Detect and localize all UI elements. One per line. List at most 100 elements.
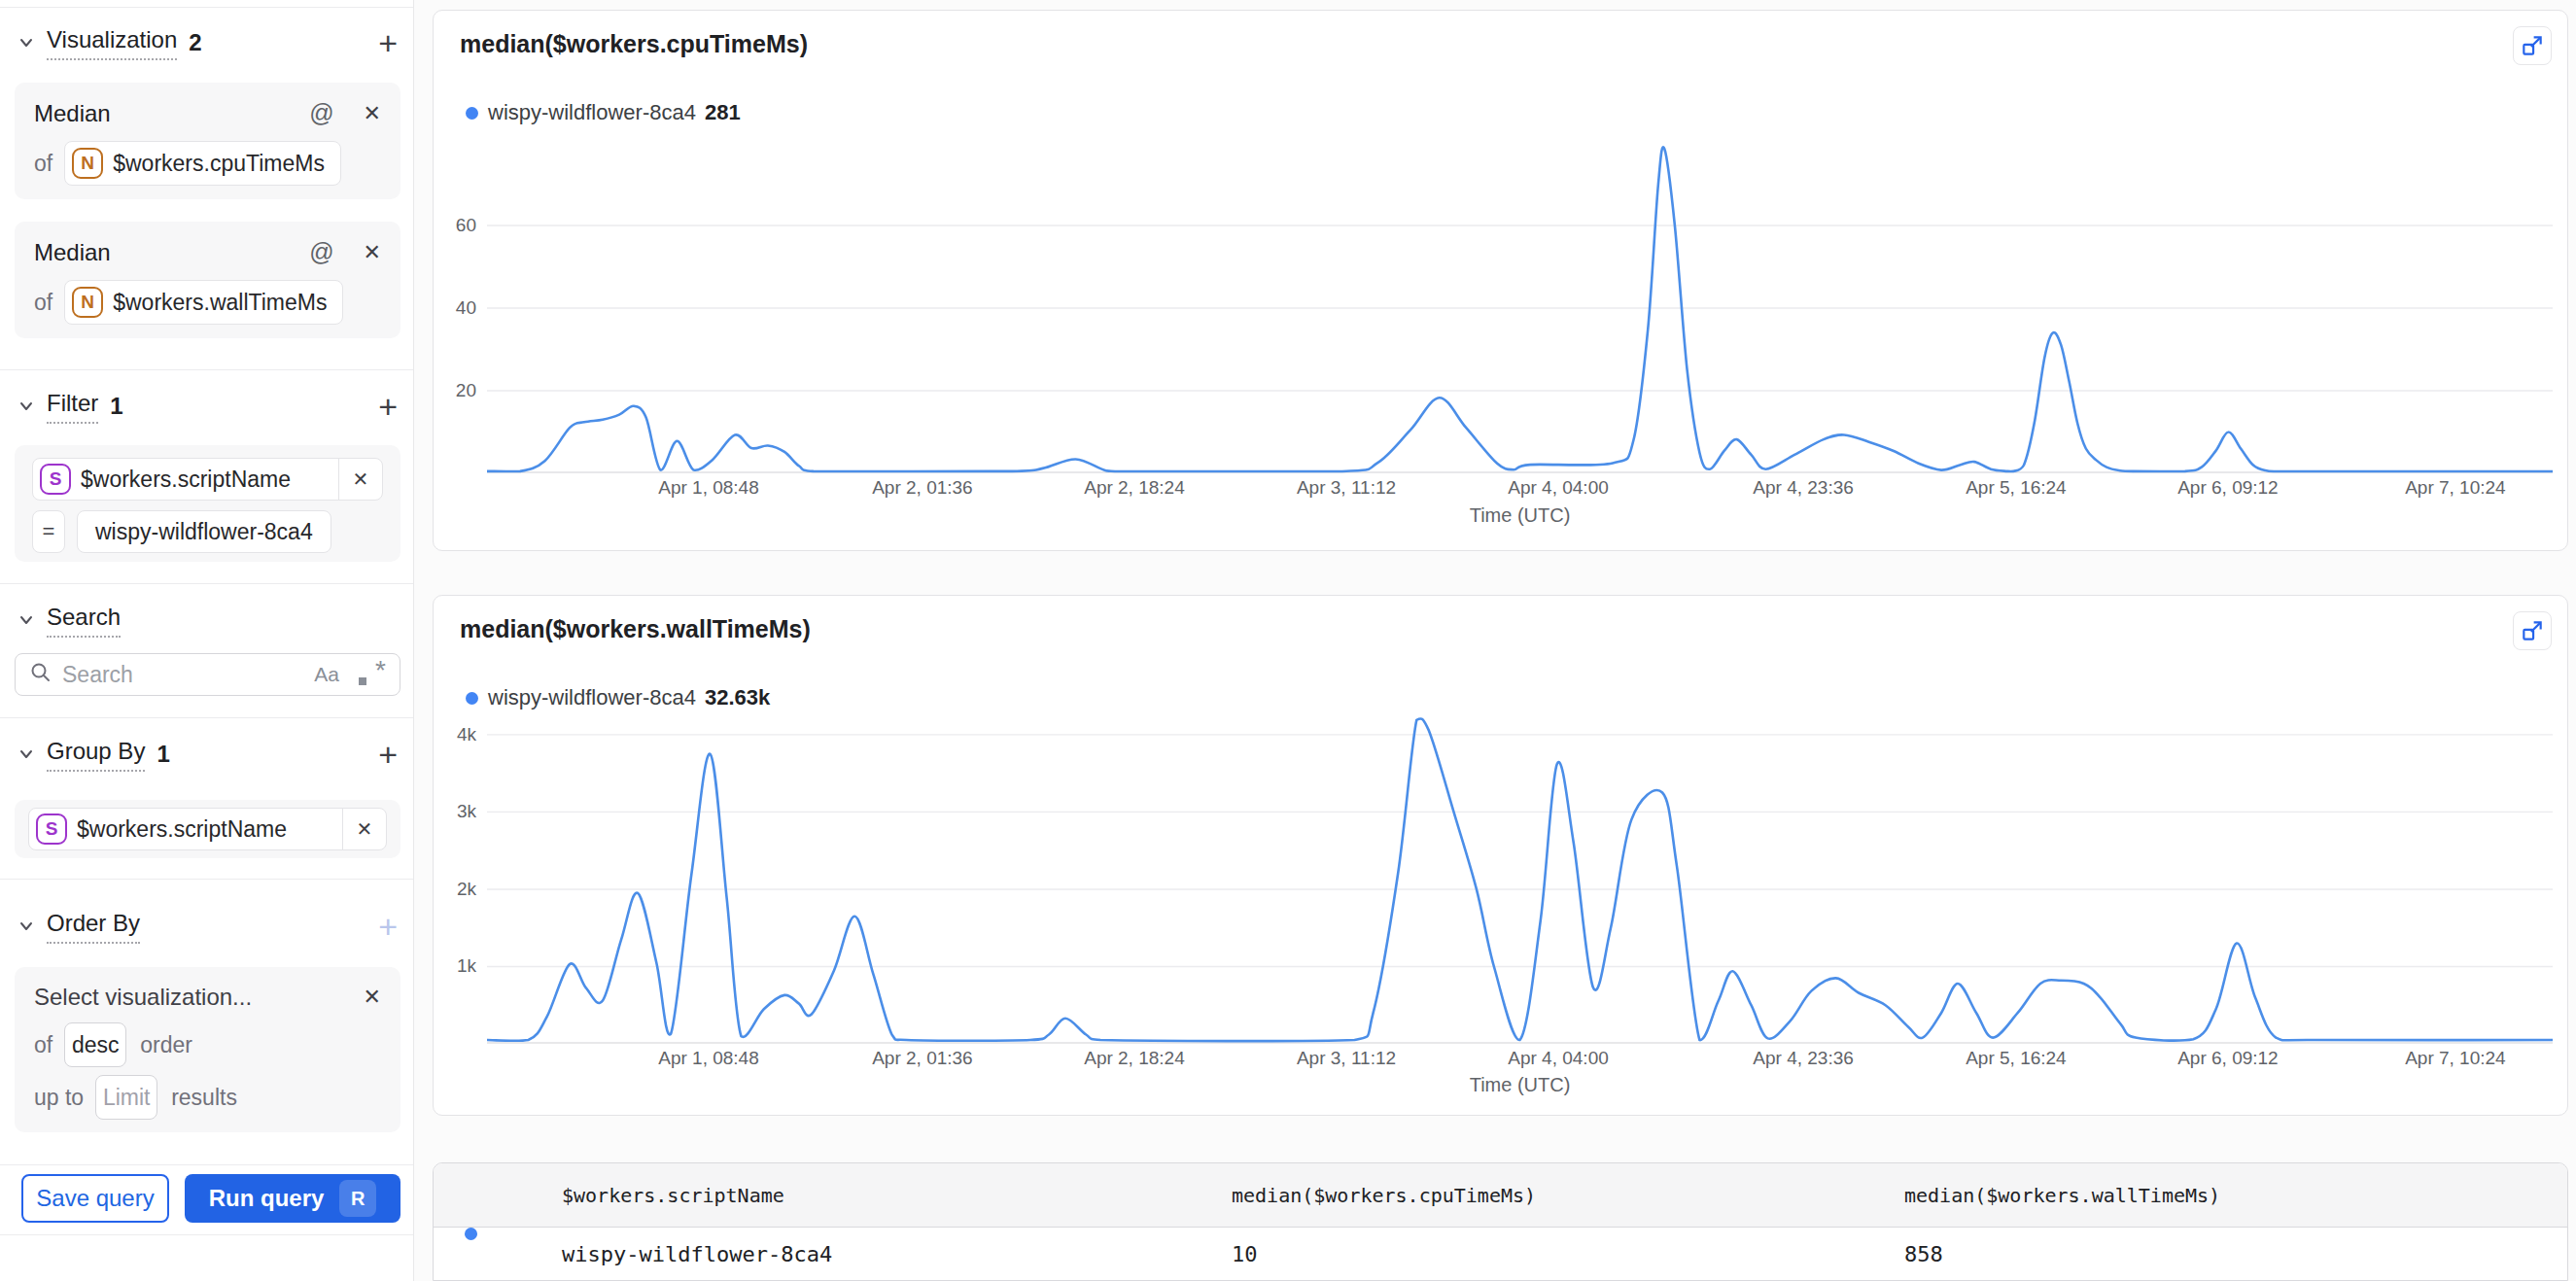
remove-order-by-icon[interactable]: ✕ bbox=[364, 985, 381, 1010]
chart-plot-area bbox=[487, 137, 2553, 473]
chevron-down-icon[interactable] bbox=[16, 916, 37, 937]
remove-visualization-icon[interactable]: ✕ bbox=[364, 101, 381, 126]
y-axis-tick-label: 1k bbox=[437, 955, 476, 977]
remove-group-by-icon[interactable]: ✕ bbox=[343, 817, 386, 841]
query-builder-sidebar: Visualization 2 + Median @ ✕ of N $worke… bbox=[0, 0, 414, 1281]
x-axis-tick-label: Apr 2, 18:24 bbox=[1066, 1048, 1202, 1069]
search-input[interactable]: Search Aa * bbox=[15, 653, 400, 696]
add-order-by-button[interactable]: + bbox=[378, 912, 398, 941]
x-axis-tick-label: Apr 5, 16:24 bbox=[1948, 1048, 2084, 1069]
expand-icon bbox=[2520, 618, 2545, 643]
x-axis-tick-label: Apr 7, 10:24 bbox=[2387, 1048, 2524, 1069]
filter-value[interactable]: wispy-wildflower-8ca4 bbox=[77, 510, 331, 553]
visualization-count: 2 bbox=[189, 29, 201, 56]
of-label: of bbox=[34, 1032, 52, 1058]
viz-function-label[interactable]: Median bbox=[34, 100, 111, 127]
line-chart[interactable] bbox=[487, 715, 2553, 1044]
x-axis-tick-label: Apr 2, 01:36 bbox=[854, 477, 991, 499]
x-axis-tick-label: Apr 4, 04:00 bbox=[1490, 477, 1626, 499]
field-token-cpu[interactable]: N $workers.cpuTimeMs bbox=[64, 141, 341, 186]
x-axis-tick-label: Apr 4, 23:36 bbox=[1735, 1048, 1871, 1069]
of-label: of bbox=[34, 290, 52, 316]
section-header-search: Search bbox=[0, 603, 413, 638]
add-visualization-button[interactable]: + bbox=[378, 28, 398, 57]
section-title-group-by[interactable]: Group By bbox=[47, 738, 145, 772]
limit-input[interactable]: Limit bbox=[95, 1075, 157, 1120]
section-title-search[interactable]: Search bbox=[47, 604, 121, 638]
results-table: $workers.scriptName median($workers.cpuT… bbox=[433, 1162, 2568, 1281]
number-type-icon: N bbox=[72, 148, 103, 179]
series-line bbox=[487, 718, 2553, 1041]
expand-chart-button[interactable] bbox=[2513, 611, 2552, 650]
expand-chart-button[interactable] bbox=[2513, 26, 2552, 65]
section-title-filter[interactable]: Filter bbox=[47, 390, 98, 424]
x-axis-tick-label: Apr 1, 08:48 bbox=[641, 477, 777, 499]
section-title-visualization[interactable]: Visualization bbox=[47, 26, 177, 60]
chart-title: median($workers.cpuTimeMs) bbox=[460, 30, 808, 58]
save-query-button[interactable]: Save query bbox=[21, 1174, 169, 1223]
x-axis-tick-label: Apr 3, 11:12 bbox=[1278, 477, 1414, 499]
results-label: results bbox=[171, 1085, 237, 1111]
remove-filter-icon[interactable]: ✕ bbox=[339, 467, 382, 491]
chevron-down-icon[interactable] bbox=[16, 744, 37, 765]
order-by-card: Select visualization... ✕ of desc order … bbox=[15, 967, 400, 1132]
chart-legend[interactable]: wispy-wildflower-8ca4 32.63k bbox=[466, 685, 770, 710]
section-header-filter: Filter 1 + bbox=[0, 389, 413, 424]
order-label: order bbox=[140, 1032, 192, 1058]
chevron-down-icon[interactable] bbox=[16, 396, 37, 417]
column-header[interactable]: median($workers.wallTimeMs) bbox=[1904, 1163, 2220, 1228]
filter-field-input[interactable]: S $workers.scriptName ✕ bbox=[32, 458, 383, 501]
x-axis-tick-label: Apr 6, 09:12 bbox=[2160, 477, 2296, 499]
y-axis-tick-label: 4k bbox=[437, 724, 476, 745]
chart-legend[interactable]: wispy-wildflower-8ca4 281 bbox=[466, 100, 741, 125]
series-color-dot bbox=[466, 107, 478, 120]
at-icon[interactable]: @ bbox=[309, 238, 333, 266]
field-token-label: $workers.wallTimeMs bbox=[113, 290, 327, 316]
chevron-down-icon[interactable] bbox=[16, 609, 37, 631]
x-axis-title: Time (UTC) bbox=[487, 1074, 2553, 1096]
string-type-icon: S bbox=[36, 814, 67, 845]
series-name: wispy-wildflower-8ca4 bbox=[488, 100, 696, 125]
series-line bbox=[487, 147, 2553, 471]
match-case-icon[interactable]: Aa bbox=[314, 663, 339, 686]
y-axis-tick-label: 3k bbox=[437, 801, 476, 822]
number-type-icon: N bbox=[72, 287, 103, 318]
series-color-dot bbox=[465, 1228, 477, 1240]
group-by-field-label: $workers.scriptName bbox=[77, 816, 342, 843]
field-token-label: $workers.cpuTimeMs bbox=[113, 151, 325, 177]
remove-visualization-icon[interactable]: ✕ bbox=[364, 240, 381, 265]
column-header[interactable]: $workers.scriptName bbox=[562, 1163, 784, 1228]
visualization-card-wall: Median @ ✕ of N $workers.wallTimeMs bbox=[15, 222, 400, 338]
x-axis-tick-label: Apr 2, 01:36 bbox=[854, 1048, 991, 1069]
field-token-wall[interactable]: N $workers.wallTimeMs bbox=[64, 280, 343, 325]
section-title-order-by[interactable]: Order By bbox=[47, 910, 140, 944]
add-group-by-button[interactable]: + bbox=[378, 740, 398, 769]
viz-function-label[interactable]: Median bbox=[34, 239, 111, 266]
order-direction-select[interactable]: desc bbox=[64, 1022, 126, 1067]
y-axis-tick-label: 60 bbox=[437, 215, 476, 236]
section-divider bbox=[0, 583, 413, 584]
filter-operator[interactable]: = bbox=[32, 510, 65, 553]
order-by-visualization-select[interactable]: Select visualization... bbox=[34, 984, 252, 1011]
section-divider bbox=[0, 1164, 413, 1165]
group-by-field-input[interactable]: S $workers.scriptName ✕ bbox=[28, 808, 387, 850]
x-axis-tick-label: Apr 7, 10:24 bbox=[2387, 477, 2524, 499]
run-query-button[interactable]: Run query R bbox=[185, 1174, 400, 1223]
section-divider bbox=[0, 717, 413, 718]
column-header[interactable]: median($workers.cpuTimeMs) bbox=[1232, 1163, 1536, 1228]
at-icon[interactable]: @ bbox=[309, 99, 333, 127]
search-icon bbox=[29, 661, 52, 688]
filter-count: 1 bbox=[110, 393, 122, 420]
chart-panel-cpu: median($workers.cpuTimeMs) wispy-wildflo… bbox=[433, 10, 2568, 551]
y-axis-tick-label: 40 bbox=[437, 297, 476, 319]
table-row[interactable]: wispy-wildflower-8ca4 10 858 bbox=[434, 1228, 2567, 1281]
section-divider bbox=[0, 1234, 413, 1235]
line-chart[interactable] bbox=[487, 137, 2553, 473]
section-divider bbox=[0, 879, 413, 880]
add-filter-button[interactable]: + bbox=[378, 392, 398, 421]
regex-icon[interactable]: * bbox=[359, 661, 386, 688]
section-divider bbox=[0, 369, 413, 370]
chart-title: median($workers.wallTimeMs) bbox=[460, 615, 811, 643]
chevron-down-icon[interactable] bbox=[16, 32, 37, 53]
expand-icon bbox=[2520, 33, 2545, 58]
